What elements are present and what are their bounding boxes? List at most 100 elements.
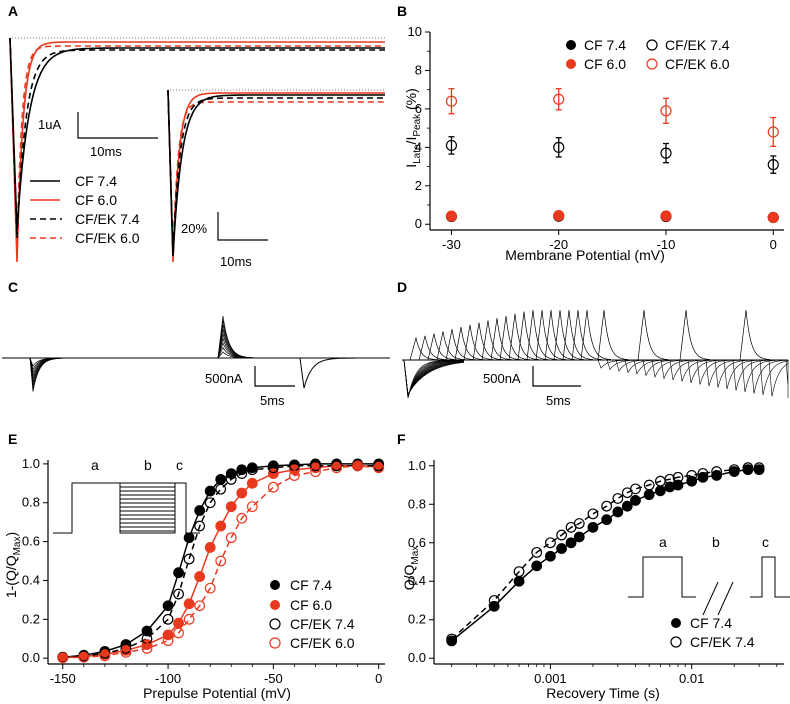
chart-f-ytick-label: 0.2 bbox=[408, 612, 426, 627]
trace-c-off-8 bbox=[217, 315, 258, 359]
chart-e-ylabel: 1-(Q/QMax) bbox=[3, 532, 23, 598]
protocol-f-pulse-a bbox=[628, 556, 696, 598]
chart-f-point-cf-7-4 bbox=[711, 469, 722, 481]
chart-e-point-cf-ek-7-4 bbox=[246, 464, 258, 476]
chart-f-point-cf-ek-7-4 bbox=[686, 469, 698, 481]
trace-d-test-15 bbox=[732, 359, 778, 391]
legend-e-marker-cf74 bbox=[270, 580, 280, 590]
chart-f-point-cf-7-4 bbox=[672, 479, 684, 491]
protocol-f-a: a bbox=[659, 534, 667, 550]
legend-f-cf74: CF 7.4 bbox=[690, 615, 732, 631]
scalebar-time-label: 10ms bbox=[90, 144, 122, 159]
trace-d-test-13 bbox=[714, 359, 760, 388]
chart-e-xtick-label: -50 bbox=[264, 671, 283, 686]
trace-d-test-16 bbox=[741, 359, 787, 393]
chart-b-ylabel-sub2: Peak bbox=[412, 113, 423, 137]
chart-f-point-cf-ek-7-4 bbox=[711, 466, 722, 477]
legend-b-cfek74: CF/EK 7.4 bbox=[665, 37, 730, 53]
chart-e-point-cf-ek-6-0 bbox=[267, 481, 279, 493]
trace-d-test-11 bbox=[696, 359, 742, 385]
trace-d-off-20 bbox=[597, 309, 629, 361]
trace-d-off-0 bbox=[409, 336, 440, 361]
legend-e-marker-cf60 bbox=[270, 600, 280, 610]
chart-f-point-cf-ek-7-4 bbox=[753, 462, 765, 474]
chart-e-point-cf-ek-7-4 bbox=[215, 483, 227, 495]
legend-e-marker-cfek74 bbox=[269, 618, 281, 630]
chart-e-point-cf-6-0 bbox=[246, 477, 258, 489]
chart-e-point-cf-ek-7-4 bbox=[162, 613, 174, 625]
chart-b-point-cf-6-0 bbox=[445, 210, 458, 222]
chart-e-ylabel-base: 1-(Q/Q bbox=[3, 555, 19, 598]
chart-b-xtick-label: 0 bbox=[770, 237, 777, 252]
chart-b-ylabel-sub1: Late bbox=[412, 144, 423, 164]
trace-d-off-16 bbox=[553, 309, 585, 361]
legend-f-marker-cfek74 bbox=[670, 636, 682, 648]
trace-d-off-23 bbox=[739, 309, 771, 361]
chart-b: 0 2 4 6 8 10 -30 -20 -10 0 Membrane Potential (mV… bbox=[403, 24, 784, 263]
chart-e-point-cf-6-0 bbox=[173, 617, 184, 629]
chart-e-xtick-label: -100 bbox=[155, 671, 181, 686]
chart-f-point-cf-7-4 bbox=[573, 531, 585, 543]
trace-d-off-7 bbox=[472, 322, 504, 361]
chart-f-point-cf-7-4 bbox=[612, 506, 624, 518]
chart-e-point-cf-ek-6-0 bbox=[236, 512, 248, 524]
chart-e-point-cf-ek-6-0 bbox=[204, 582, 216, 594]
chart-e-point-cf-7-4 bbox=[236, 464, 248, 476]
trace-d-on-9 bbox=[403, 359, 465, 397]
chart-e-xlabel: Prepulse Potential (mV) bbox=[143, 685, 291, 701]
chart-e-ylabel-end: ) bbox=[3, 532, 19, 537]
chart-e-point-cf-7-4 bbox=[225, 468, 237, 480]
legend-b-cf74: CF 7.4 bbox=[584, 37, 626, 53]
chart-e-point-cf-ek-7-4 bbox=[204, 497, 216, 509]
trace-d-off-8 bbox=[481, 320, 513, 361]
trace-d-test-18 bbox=[759, 359, 789, 396]
chart-e-point-cf-7-4 bbox=[215, 474, 227, 485]
chart-e-point-cf-6-0 bbox=[236, 487, 248, 499]
legend-e: CF 7.4 CF 6.0 CF/EK 7.4 CF/EK 6.0 bbox=[269, 577, 355, 651]
panel-a-traces: 1uA 10ms 20% 10ms CF 7.4 CF 6.0 CF/EK 7.… bbox=[9, 37, 385, 269]
chart-f-xlabel: Recovery Time (s) bbox=[546, 685, 660, 701]
chart-f-point-cf-7-4 bbox=[630, 495, 641, 506]
legend-f-cfek74: CF/EK 7.4 bbox=[690, 634, 755, 650]
chart-f-point-cf-ek-7-4 bbox=[601, 500, 613, 512]
panel-f-label: F bbox=[397, 431, 406, 447]
chart-f-xtick-label: 0.001 bbox=[534, 671, 567, 686]
protocol-e-b: b bbox=[144, 457, 152, 473]
trace-c-on-6 bbox=[29, 357, 70, 386]
chart-e-point-cf-7-4 bbox=[204, 485, 216, 497]
trace-d-off-10 bbox=[499, 315, 530, 361]
chart-e-point-cf-ek-6-0 bbox=[352, 460, 364, 472]
chart-e-point-cf-ek-6-0 bbox=[289, 470, 300, 481]
legend-b-cfek60: CF/EK 6.0 bbox=[665, 56, 730, 72]
chart-e-point-cf-ek-6-0 bbox=[246, 501, 258, 513]
panel-a-label: A bbox=[8, 3, 18, 19]
trace-d-off-17 bbox=[562, 309, 594, 361]
scalebar-inset bbox=[217, 212, 268, 241]
chart-f-point-cf-ek-7-4 bbox=[488, 595, 500, 606]
chart-f-point-cf-ek-7-4 bbox=[545, 537, 556, 549]
chart-f-point-cf-ek-7-4 bbox=[513, 566, 525, 578]
chart-f-point-cf-ek-7-4 bbox=[654, 475, 666, 487]
legend-e-cfek60: CF/EK 6.0 bbox=[290, 635, 355, 651]
legend-e-cf60: CF 6.0 bbox=[290, 597, 332, 613]
trace-d-off-21 bbox=[637, 309, 669, 361]
scalebar-d-time: 5ms bbox=[546, 393, 571, 408]
chart-e-point-cf-ek-6-0 bbox=[215, 555, 227, 567]
chart-f-point-cf-7-4 bbox=[686, 475, 698, 487]
chart-b-point-cf-ek-6-0 bbox=[445, 95, 458, 107]
chart-f-point-cf-ek-7-4 bbox=[664, 473, 676, 485]
panel-c-label: C bbox=[8, 279, 18, 295]
chart-e-point-cf-6-0 bbox=[289, 464, 300, 476]
trace-d-on-10 bbox=[403, 359, 464, 396]
trace-d-off-3 bbox=[436, 331, 468, 361]
chart-f-ytick-label: 0.4 bbox=[408, 573, 426, 588]
chart-e: 0.0 0.2 0.4 0.6 0.8 1.0 -150 -100 -50 0 Prepulse … bbox=[3, 456, 385, 701]
chart-f-point-cf-ek-7-4 bbox=[587, 508, 599, 520]
scalebar-d bbox=[532, 366, 581, 387]
protocol-f-b: b bbox=[712, 534, 720, 550]
chart-e-point-cf-ek-6-0 bbox=[310, 466, 321, 478]
chart-b-point-cf-ek-7-4 bbox=[445, 139, 458, 152]
chart-b-point-cf-ek-7-4 bbox=[660, 147, 672, 159]
chart-f-point-cf-7-4 bbox=[545, 550, 556, 562]
trace-d-test-8 bbox=[669, 359, 716, 381]
